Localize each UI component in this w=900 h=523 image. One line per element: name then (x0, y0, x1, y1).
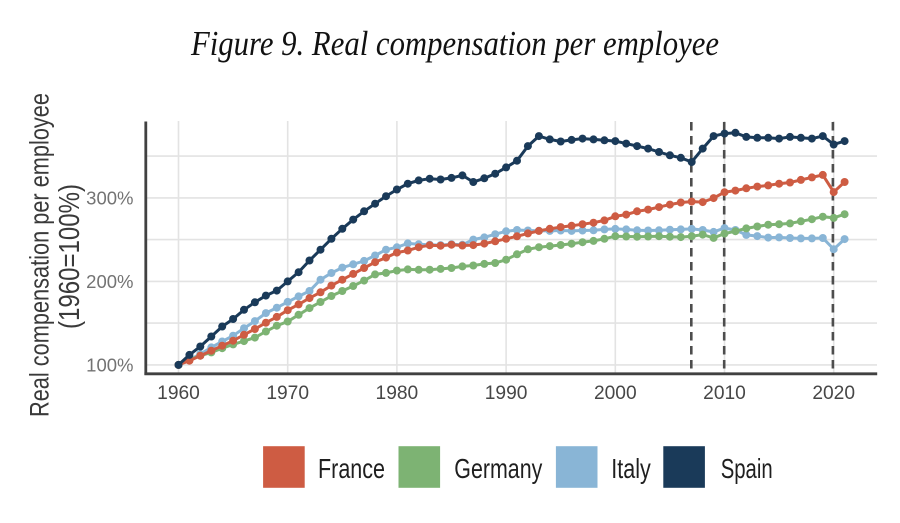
svg-text:Italy: Italy (611, 453, 651, 484)
svg-text:France: France (318, 453, 385, 484)
svg-text:1980: 1980 (376, 383, 419, 404)
svg-text:Real compensation per employee: Real compensation per employee (25, 93, 55, 417)
svg-text:Figure 9. Real compensation pe: Figure 9. Real compensation per employee (190, 24, 719, 63)
svg-text:1990: 1990 (485, 383, 528, 404)
svg-text:Germany: Germany (454, 453, 542, 484)
svg-text:2010: 2010 (703, 383, 746, 404)
svg-text:300%: 300% (86, 187, 133, 208)
svg-text:2020: 2020 (812, 383, 855, 404)
svg-text:100%: 100% (86, 354, 133, 375)
svg-text:200%: 200% (86, 271, 133, 292)
svg-text:2000: 2000 (594, 383, 637, 404)
svg-text:1970: 1970 (266, 383, 309, 404)
svg-text:1960: 1960 (157, 383, 200, 404)
svg-text:(1960=100%): (1960=100%) (54, 184, 86, 329)
svg-text:Spain: Spain (721, 453, 773, 484)
